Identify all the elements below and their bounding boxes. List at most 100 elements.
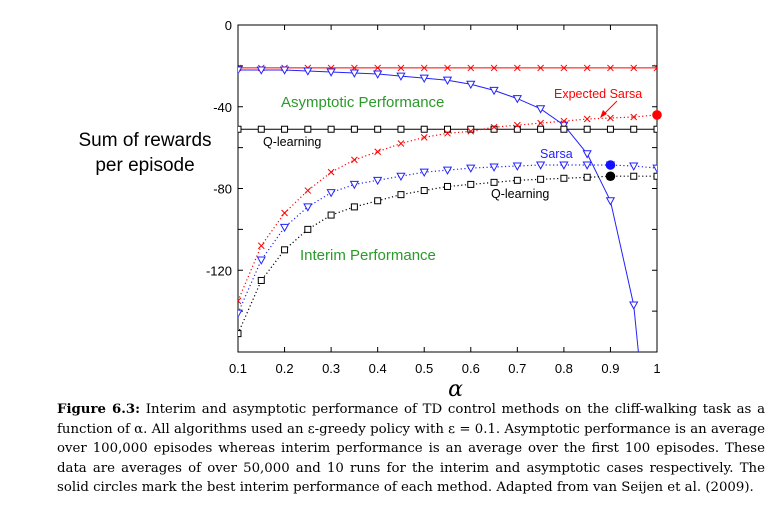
data-point — [583, 64, 591, 72]
data-point — [419, 168, 429, 177]
series-layer — [238, 64, 662, 352]
annotation-sarsa: Sarsa — [540, 147, 573, 161]
data-point — [281, 125, 289, 133]
data-point — [279, 66, 290, 75]
data-point — [238, 330, 242, 338]
data-point — [560, 117, 568, 125]
data-point — [537, 119, 544, 127]
x-tick-label: 0.9 — [601, 361, 619, 376]
marker-stroke — [467, 64, 475, 72]
marker-stroke — [560, 64, 568, 72]
marker-stroke — [238, 300, 242, 305]
data-point — [466, 164, 476, 173]
marker-stroke — [374, 64, 382, 72]
marker-stroke — [630, 64, 638, 72]
data-point — [420, 64, 428, 72]
marker-stroke — [374, 148, 382, 156]
marker-stroke — [281, 209, 288, 217]
marker-stroke — [583, 64, 591, 72]
data-point — [653, 172, 657, 180]
data-point — [512, 162, 522, 171]
data-point — [489, 86, 499, 96]
data-point — [351, 156, 358, 164]
data-point — [279, 223, 290, 233]
data-point — [397, 191, 405, 199]
data-point — [444, 129, 451, 137]
x-tick-label: 1 — [653, 361, 660, 376]
x-axis-label: α — [448, 377, 463, 400]
data-point — [467, 125, 475, 133]
marker-stroke — [327, 168, 335, 176]
caption-text: Interim and asymptotic performance of TD… — [57, 402, 766, 495]
data-point — [350, 125, 358, 133]
data-point — [537, 125, 545, 133]
data-point — [630, 113, 638, 121]
data-point — [583, 125, 591, 133]
y-tick-label: -80 — [213, 182, 232, 197]
data-point — [444, 182, 451, 190]
y-tick-label: -120 — [206, 263, 232, 278]
data-point — [238, 309, 243, 318]
data-point — [256, 256, 266, 265]
data-point — [490, 125, 498, 133]
data-point — [374, 197, 382, 205]
data-point — [513, 64, 521, 72]
data-point — [304, 187, 312, 194]
data-point — [652, 164, 657, 173]
chart: 0.1 0.2 0.3 0.4 0.5 0.6 0.7 0.8 0.9 1 0 -40 -80 -120 α… — [206, 18, 662, 400]
data-point — [420, 187, 428, 195]
best-point-circle — [652, 110, 662, 120]
data-point — [630, 125, 638, 133]
data-point — [535, 161, 546, 170]
data-point — [537, 64, 544, 72]
data-point — [374, 125, 382, 133]
x-tick-label: 0.6 — [462, 361, 480, 376]
marker-stroke — [653, 64, 657, 69]
data-point — [444, 64, 451, 72]
data-point — [349, 180, 360, 190]
figure-caption: Figure 6.3: Interim and asymptotic perfo… — [57, 400, 765, 498]
marker-stroke — [607, 64, 614, 72]
x-tick-label: 0.5 — [415, 361, 433, 376]
data-point — [257, 242, 265, 250]
marker-stroke — [420, 134, 428, 141]
data-point — [442, 166, 453, 175]
data-point — [281, 246, 289, 254]
y-axis-label-line-2: per episode — [95, 155, 195, 176]
annotation-arrow-head — [600, 110, 607, 118]
data-point — [327, 125, 335, 133]
data-point — [583, 173, 591, 181]
data-point — [559, 161, 569, 170]
marker-stroke — [653, 67, 657, 72]
data-point — [444, 125, 451, 133]
data-point — [349, 69, 360, 78]
marker-stroke — [444, 64, 451, 72]
data-point — [560, 125, 568, 133]
x-tick-label: 0.4 — [369, 361, 387, 376]
y-axis-label: Sum of rewards per episode — [50, 128, 240, 178]
series-line — [238, 69, 639, 352]
x-tick-label: 0.1 — [229, 361, 247, 376]
y-tick-label: 0 — [225, 18, 232, 33]
marker-stroke — [257, 242, 265, 250]
data-point — [303, 67, 313, 76]
marker-stroke — [397, 64, 405, 72]
data-point — [653, 125, 657, 133]
data-point — [304, 125, 312, 133]
data-point — [326, 189, 336, 198]
marker-stroke — [560, 117, 568, 125]
data-point — [560, 64, 568, 72]
data-point — [257, 125, 265, 133]
best-point-circle — [605, 171, 616, 182]
data-point — [374, 64, 382, 72]
marker-stroke — [238, 64, 242, 69]
data-point — [513, 121, 521, 129]
x-tick-label: 0.8 — [555, 361, 573, 376]
data-point — [467, 180, 475, 188]
marker-stroke — [607, 114, 614, 122]
data-point — [583, 115, 591, 123]
best-point-circle — [605, 160, 616, 170]
data-point — [373, 70, 383, 79]
data-point — [396, 72, 406, 81]
